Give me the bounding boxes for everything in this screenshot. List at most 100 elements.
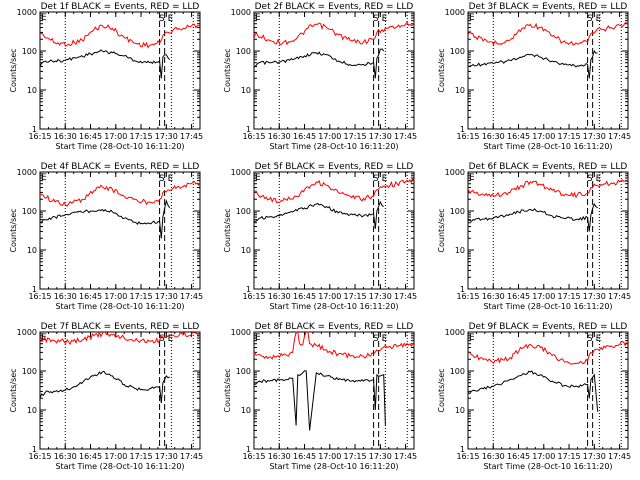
x-tick-label: 17:45 (394, 292, 417, 301)
chart-title: Det 4f BLACK = Events, RED = LLD (41, 162, 200, 172)
x-tick-label: 17:30 (155, 132, 178, 141)
chart-title: Det 1f BLACK = Events, RED = LLD (41, 2, 200, 12)
events-series-line (254, 48, 385, 79)
y-tick-label: 100 (22, 367, 37, 376)
x-tick-label: 17:45 (394, 132, 417, 141)
x-axis-label: Start Time (28-Oct-10 16:11:20) (483, 302, 612, 311)
x-axis-label: Start Time (28-Oct-10 16:11:20) (269, 302, 398, 311)
marker-label-e: E (382, 14, 388, 24)
y-tick-label: 10 (241, 406, 251, 415)
chart-panel: Det 3f BLACK = Events, RED = LLD 1 10 100 10… (437, 2, 631, 151)
marker-label-e-left: E (469, 173, 475, 183)
plot-frame (467, 331, 629, 450)
x-tick-label: 16:45 (507, 132, 530, 141)
chart-panel: Det 2f BLACK = Events, RED = LLD 1 10 100 10… (223, 2, 417, 151)
x-tick-label: 16:30 (54, 132, 77, 141)
x-tick-label: 17:30 (369, 452, 392, 461)
plot-frame (253, 11, 415, 130)
lld-series-line (468, 22, 628, 47)
x-tick-label: 17:00 (104, 292, 127, 301)
y-tick-label: 1000 (445, 168, 465, 177)
x-tick-label: 17:00 (532, 452, 555, 461)
events-series-line (468, 370, 599, 412)
chart-title: Det 2f BLACK = Events, RED = LLD (255, 2, 414, 12)
y-tick-label: 100 (450, 367, 465, 376)
plot-frame (467, 171, 629, 290)
y-tick-label: 1 (246, 285, 251, 294)
y-axis-label: Counts/sec (9, 208, 18, 252)
chart-title: Det 9f BLACK = Events, RED = LLD (469, 322, 628, 332)
plot-frame (253, 171, 415, 290)
x-tick-label: 16:45 (79, 452, 102, 461)
y-tick-label: 1000 (445, 328, 465, 337)
marker-label-e-left: E (255, 333, 261, 343)
x-tick-label: 17:15 (558, 452, 581, 461)
y-tick-label: 1 (246, 445, 251, 454)
x-tick-label: 17:00 (532, 292, 555, 301)
x-tick-label: 16:45 (293, 132, 316, 141)
x-tick-label: 17:15 (344, 132, 367, 141)
y-tick-label: 10 (27, 246, 37, 255)
lld-series-line (40, 23, 200, 49)
marker-label-e: E (382, 174, 388, 184)
y-tick-label: 100 (236, 47, 251, 56)
x-axis-label: Start Time (28-Oct-10 16:11:20) (483, 462, 612, 471)
x-tick-label: 16:45 (507, 292, 530, 301)
marker-label-e-left: E (255, 173, 261, 183)
marker-label-e: E (382, 334, 388, 344)
y-tick-label: 100 (236, 367, 251, 376)
lld-series-line (468, 341, 628, 365)
marker-label-s: S (587, 14, 593, 24)
plot-frame (467, 11, 629, 130)
plot-frame (39, 11, 201, 130)
x-tick-label: 16:45 (507, 452, 530, 461)
x-tick-label: 17:15 (558, 132, 581, 141)
x-tick-label: 17:00 (318, 452, 341, 461)
x-tick-label: 17:30 (155, 292, 178, 301)
events-series-line (468, 49, 598, 79)
y-tick-label: 100 (22, 47, 37, 56)
marker-label-e: E (168, 174, 174, 184)
y-tick-label: 10 (27, 86, 37, 95)
x-tick-label: 16:15 (28, 292, 51, 301)
y-tick-label: 1000 (445, 8, 465, 17)
y-axis-label: Counts/sec (437, 48, 446, 92)
y-tick-label: 1000 (17, 328, 37, 337)
x-tick-label: 16:30 (268, 132, 291, 141)
lld-series-line (40, 180, 200, 207)
x-tick-label: 17:30 (369, 132, 392, 141)
x-tick-label: 16:45 (293, 292, 316, 301)
y-axis-label: Counts/sec (223, 208, 232, 252)
x-tick-label: 17:00 (104, 452, 127, 461)
x-tick-label: 17:15 (130, 132, 153, 141)
y-tick-label: 100 (22, 207, 37, 216)
y-axis-label: Counts/sec (437, 208, 446, 252)
x-tick-label: 17:45 (608, 292, 631, 301)
x-tick-label: 16:15 (28, 452, 51, 461)
y-tick-label: 1000 (231, 328, 251, 337)
y-tick-label: 10 (241, 246, 251, 255)
x-tick-label: 16:30 (268, 452, 291, 461)
x-tick-label: 16:15 (242, 132, 265, 141)
lld-series-line (254, 20, 414, 46)
y-axis-label: Counts/sec (9, 368, 18, 412)
chart-panel: Det 4f BLACK = Events, RED = LLD 1 10 100 10… (9, 162, 203, 311)
x-tick-label: 17:00 (318, 292, 341, 301)
plot-frame (39, 171, 201, 290)
marker-label-e-left: E (469, 333, 475, 343)
x-axis-label: Start Time (28-Oct-10 16:11:20) (55, 302, 184, 311)
events-series-line (40, 370, 170, 404)
marker-label-e-left: E (41, 173, 47, 183)
marker-label-e: E (168, 334, 174, 344)
y-axis-label: Counts/sec (223, 368, 232, 412)
marker-label-e-left: E (41, 13, 47, 23)
chart-title: Det 5f BLACK = Events, RED = LLD (255, 162, 414, 172)
chart-panel: Det 7f BLACK = Events, RED = LLD 1 10 100 10… (9, 322, 203, 471)
y-tick-label: 1 (460, 285, 465, 294)
events-series-line (40, 49, 171, 79)
x-tick-label: 16:45 (79, 292, 102, 301)
chart-panel: Det 6f BLACK = Events, RED = LLD 1 10 100 10… (437, 162, 631, 311)
x-tick-label: 17:30 (583, 132, 606, 141)
y-tick-label: 1000 (231, 168, 251, 177)
